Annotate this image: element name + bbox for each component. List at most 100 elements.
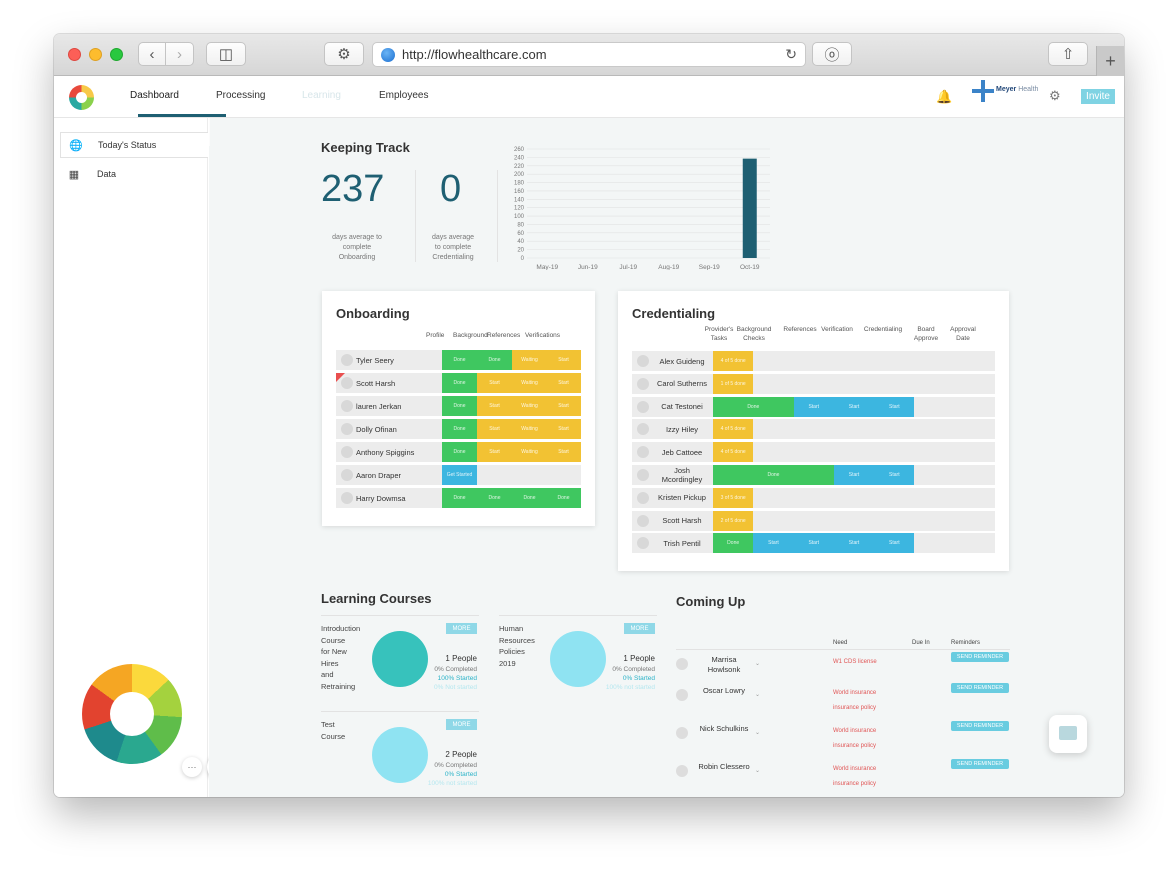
more-button[interactable]: MORE [446, 623, 477, 634]
status-cell[interactable]: Waiting [512, 373, 547, 393]
status-cell[interactable]: Waiting [512, 419, 547, 439]
table-row[interactable]: Aaron Draper Get Started [336, 465, 581, 485]
table-row[interactable]: Carol Sutherns 1 of 5 done [632, 373, 995, 394]
employee-name[interactable]: Marrisa Howlsonk [689, 655, 759, 675]
status-cell[interactable]: Done [713, 533, 754, 554]
sidebar-toggle-icon[interactable]: ◫ [206, 42, 246, 66]
sidebar-item-data[interactable]: ▦ Data [60, 161, 208, 187]
status-cell[interactable]: Done [512, 488, 547, 508]
address-bar[interactable]: http://flowhealthcare.com ↻ [372, 42, 806, 67]
chevron-down-icon[interactable]: ⌄ [755, 692, 761, 698]
table-row[interactable]: Anthony Spiggins Done Start Waiting Start [336, 442, 581, 462]
status-cell[interactable]: Start [874, 533, 915, 554]
maximize-window-button[interactable] [110, 48, 123, 61]
employee-name[interactable]: Robin Clessero [689, 762, 759, 772]
status-cell[interactable]: Start [477, 373, 512, 393]
table-row[interactable]: lauren Jerkan Done Start Waiting Start [336, 396, 581, 416]
table-row[interactable]: Kristen Pickup 3 of 5 done [632, 487, 995, 508]
table-row[interactable]: Trish Pentil Done Start Start Start Start [632, 533, 995, 554]
reload-icon[interactable]: ↻ [785, 46, 797, 62]
forward-icon[interactable]: › [166, 42, 194, 66]
status-cell[interactable]: Done [442, 396, 477, 416]
chevron-down-icon[interactable]: ⌄ [755, 730, 761, 736]
table-row[interactable]: Tyler Seery Done Done Waiting Start [336, 350, 581, 370]
status-cell[interactable]: 3 of 5 done [713, 487, 754, 508]
status-cell[interactable]: Start [477, 419, 512, 439]
more-button[interactable]: MORE [446, 719, 477, 730]
status-cell[interactable]: Done [713, 465, 834, 485]
status-cell[interactable]: Done [442, 419, 477, 439]
settings-gear-icon[interactable]: ⚙ [1049, 88, 1061, 103]
chevron-down-icon[interactable]: ⌄ [755, 661, 761, 667]
status-cell[interactable]: Done [477, 488, 512, 508]
status-cell[interactable]: Done [477, 350, 512, 370]
status-cell[interactable]: Start [546, 442, 581, 462]
table-row[interactable]: Harry Dowmsa Done Done Done Done [336, 488, 581, 508]
table-row[interactable]: Scott Harsh Done Start Waiting Start [336, 373, 581, 393]
status-cell[interactable]: Waiting [512, 396, 547, 416]
tab-dashboard[interactable]: Dashboard [130, 90, 179, 101]
table-row[interactable]: Jeb Cattoee 4 of 5 done [632, 442, 995, 463]
table-row[interactable]: Dolly Ofinan Done Start Waiting Start [336, 419, 581, 439]
status-cell[interactable]: Done [713, 396, 794, 417]
status-cell[interactable]: 4 of 5 done [713, 351, 754, 371]
table-row[interactable]: Izzy Hiley 4 of 5 done [632, 419, 995, 440]
tab-employees[interactable]: Employees [379, 90, 429, 101]
employee-name[interactable]: Oscar Lowry [689, 686, 759, 696]
status-cell[interactable]: 1 of 5 done [713, 373, 754, 394]
status-cell[interactable]: Get Started [442, 465, 477, 485]
status-cell[interactable]: Start [833, 396, 875, 417]
status-cell[interactable]: Done [546, 488, 581, 508]
status-cell[interactable]: Done [442, 442, 477, 462]
status-cell[interactable]: Start [833, 465, 875, 485]
status-cell[interactable]: Start [546, 350, 581, 370]
table-row[interactable]: Scott Harsh 2 of 5 done [632, 510, 995, 531]
send-reminder-button[interactable]: SEND REMINDER [951, 683, 1009, 693]
status-cell[interactable]: Start [753, 533, 794, 554]
status-cell[interactable]: Start [477, 396, 512, 416]
gear-extension-icon[interactable]: ⚙ [324, 42, 364, 66]
password-icon[interactable]: ⓞ [812, 42, 852, 66]
close-window-button[interactable] [68, 48, 81, 61]
send-reminder-button[interactable]: SEND REMINDER [951, 652, 1009, 662]
status-cell[interactable]: 4 of 5 done [713, 419, 754, 440]
status-cell[interactable]: Start [874, 396, 915, 417]
status-cell[interactable]: Start [546, 373, 581, 393]
status-cell[interactable]: Start [793, 533, 834, 554]
status-cell[interactable]: Start [546, 396, 581, 416]
status-cell[interactable]: Start [793, 396, 834, 417]
status-cell[interactable]: Start [874, 465, 915, 485]
status-cell[interactable]: Start [477, 442, 512, 462]
minimize-window-button[interactable] [89, 48, 102, 61]
course-name[interactable]: Introduction Course for New Hires and Retrain… [321, 623, 360, 692]
status-cell[interactable]: 4 of 5 done [713, 442, 754, 463]
chevron-down-icon[interactable]: ⌄ [755, 768, 761, 774]
send-reminder-button[interactable]: SEND REMINDER [951, 721, 1009, 731]
app-logo[interactable] [69, 85, 94, 110]
status-cell[interactable]: Waiting [512, 442, 547, 462]
status-cell[interactable]: 2 of 5 done [713, 510, 754, 531]
more-button[interactable]: MORE [624, 623, 655, 634]
status-cell[interactable]: Start [546, 419, 581, 439]
table-row[interactable]: Josh Mcordingley Done Start Start [632, 465, 995, 485]
share-icon[interactable]: ⇧ [1048, 42, 1088, 66]
status-cell[interactable]: Done [442, 488, 477, 508]
more-options-icon[interactable]: ⋯ [182, 757, 202, 777]
employee-name[interactable]: Nick Schulkins [689, 724, 759, 734]
tab-learning[interactable]: Learning [302, 90, 341, 101]
table-row[interactable]: Alex Guideng 4 of 5 done [632, 351, 995, 371]
invite-button[interactable]: Invite [1081, 89, 1115, 104]
back-icon[interactable]: ‹ [138, 42, 166, 66]
send-reminder-button[interactable]: SEND REMINDER [951, 759, 1009, 769]
new-tab-icon[interactable]: + [1096, 46, 1124, 76]
chat-icon[interactable] [1049, 715, 1087, 753]
course-name[interactable]: Test Course [321, 719, 345, 742]
sidebar-item-todays-status[interactable]: 🌐 Today's Status [60, 132, 208, 158]
tab-processing[interactable]: Processing [216, 90, 266, 101]
status-cell[interactable]: Done [442, 373, 477, 393]
status-cell[interactable]: Waiting [512, 350, 547, 370]
table-row[interactable]: Cat Testonei Done Start Start Start [632, 396, 995, 417]
bell-icon[interactable]: 🔔 [936, 89, 953, 104]
status-cell[interactable]: Done [442, 350, 477, 370]
status-cell[interactable]: Start [833, 533, 875, 554]
